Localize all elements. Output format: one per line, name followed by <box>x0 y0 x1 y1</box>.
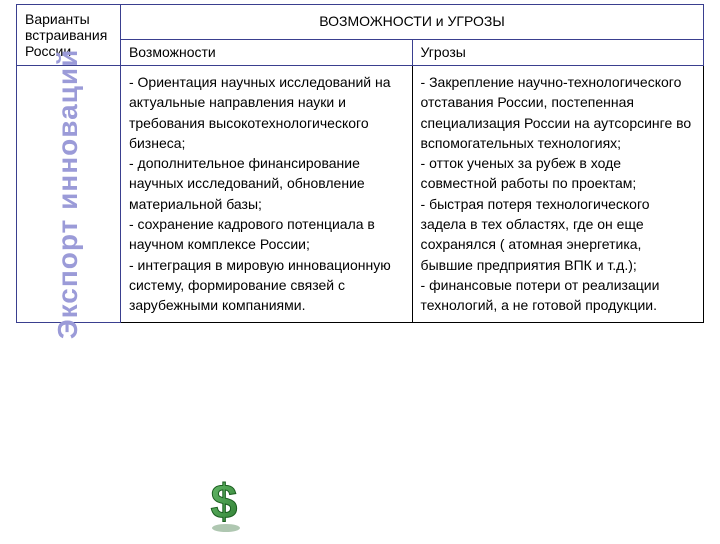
threats-text: - Закрепление научно-технологического от… <box>421 72 695 316</box>
header-opportunities-threats: ВОЗМОЖНОСТИ и УГРОЗЫ <box>120 5 703 40</box>
opportunities-text: - Ориентация научных исследований на акт… <box>129 72 404 316</box>
header-row-1: Варианты встраивания России ВОЗМОЖНОСТИ … <box>17 5 704 40</box>
swot-table: Варианты встраивания России ВОЗМОЖНОСТИ … <box>16 4 704 323</box>
opportunities-cell: - Ориентация научных исследований на акт… <box>120 66 412 323</box>
header-opportunities: Возможности <box>120 39 412 65</box>
svg-text:$: $ <box>211 476 238 529</box>
sidebar-cell: Экспорт инноваций <box>17 66 121 323</box>
threats-cell: - Закрепление научно-технологического от… <box>412 66 703 323</box>
sidebar-label: Экспорт инноваций <box>52 48 84 339</box>
header-threats: Угрозы <box>412 39 703 65</box>
header-row-2: Возможности Угрозы <box>17 39 704 65</box>
dollar-icon: $ <box>200 470 248 534</box>
content-row: Экспорт инноваций - Ориентация научных и… <box>17 66 704 323</box>
